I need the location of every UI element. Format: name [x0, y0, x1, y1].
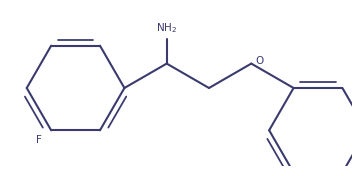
Text: F: F — [36, 135, 42, 145]
Text: O: O — [256, 56, 264, 66]
Text: NH$_2$: NH$_2$ — [156, 21, 177, 35]
